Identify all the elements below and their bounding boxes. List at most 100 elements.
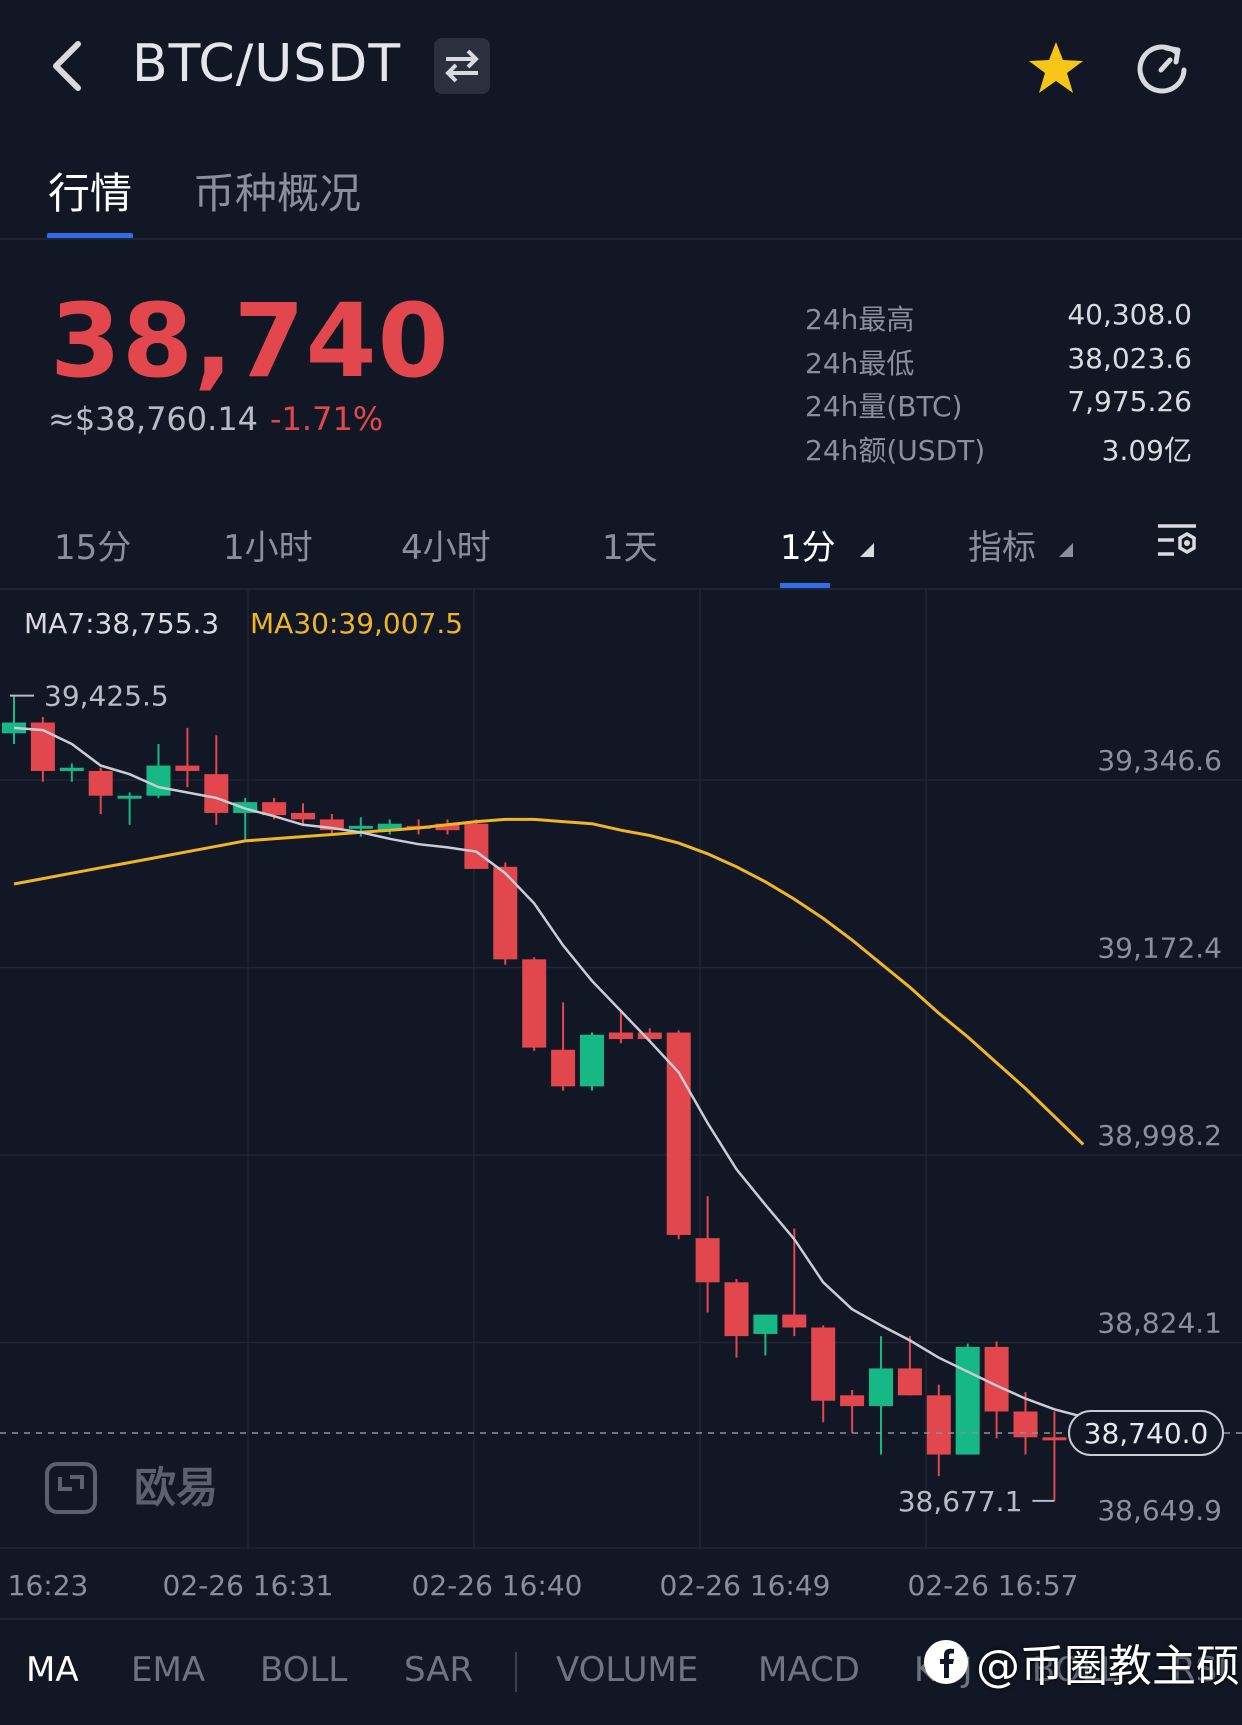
indicator-ma[interactable]: MA <box>26 1650 79 1690</box>
indicator-dropdown-label: 指标 <box>968 528 1036 568</box>
swap-pair-button[interactable] <box>434 38 490 94</box>
swap-arrows-icon <box>445 49 479 83</box>
candle <box>955 1343 980 1455</box>
candle-body <box>435 823 460 831</box>
candle <box>59 763 84 782</box>
candles <box>2 695 1096 1501</box>
y-tick-label: 39,346.6 <box>1097 744 1222 777</box>
candle-body <box>551 1049 576 1087</box>
candle-body <box>926 1395 951 1455</box>
high-marker-label: 39,425.5 <box>44 680 169 713</box>
indicator-ema[interactable]: EMA <box>131 1650 206 1690</box>
candle-body <box>840 1395 865 1407</box>
interval-1h[interactable]: 1小时 <box>223 528 313 568</box>
refresh-icon[interactable] <box>1132 38 1192 98</box>
candle <box>291 803 315 825</box>
candle <box>608 1011 633 1044</box>
candle <box>117 792 142 825</box>
candle <box>782 1228 807 1337</box>
x-tick-label: 02-26 16:31 <box>163 1569 334 1602</box>
candle-body <box>580 1034 604 1087</box>
interval-1m[interactable]: 1分 <box>780 520 876 569</box>
current-price-tag[interactable]: 38,740.0 <box>1068 1410 1224 1457</box>
candle-body <box>146 765 171 796</box>
usd-price: ≈$38,760.14 <box>48 400 259 438</box>
stat-turnover-label: 24h额(USDT) <box>805 434 986 467</box>
tab-coin-overview[interactable]: 币种概况 <box>193 169 362 218</box>
dropdown-triangle-icon <box>860 543 875 557</box>
indicator-boll-2[interactable]: BOLL <box>1032 1650 1120 1690</box>
candle-body <box>522 959 547 1048</box>
indicator-volume[interactable]: VOLUME <box>556 1650 699 1690</box>
divider <box>0 1618 1242 1620</box>
tab-market[interactable]: 行情 <box>48 169 133 218</box>
stat-volume-label: 24h量(BTC) <box>805 390 963 423</box>
chart-grid <box>0 590 1242 1550</box>
y-tick-label: 39,172.4 <box>1097 932 1222 965</box>
candle-body <box>695 1238 720 1283</box>
interval-1m-label: 1分 <box>780 528 836 568</box>
active-tab-indicator <box>47 233 133 239</box>
candle-body <box>782 1314 807 1328</box>
candle <box>695 1196 720 1313</box>
candle-body <box>608 1032 633 1040</box>
candle <box>840 1389 865 1434</box>
y-tick-label: 38,824.1 <box>1097 1306 1222 1339</box>
stat-high-label: 24h最高 <box>805 303 915 336</box>
divider <box>0 238 1242 240</box>
candle <box>435 819 460 835</box>
candle-body <box>464 823 489 869</box>
ma30-line <box>13 817 1085 1146</box>
y-tick-label: 38,649.9 <box>1097 1494 1222 1527</box>
candle <box>1042 1411 1067 1501</box>
candle-body <box>955 1346 980 1455</box>
exchange-logo: 欧易 <box>45 1462 218 1514</box>
candle <box>377 819 402 835</box>
change-percent: -1.71% <box>270 400 384 438</box>
candle-body <box>117 795 142 799</box>
candle <box>580 1032 604 1091</box>
candle-body <box>319 819 344 831</box>
candle <box>146 744 171 798</box>
chevron-left-icon[interactable] <box>44 38 94 94</box>
candle-body <box>291 812 315 820</box>
candle <box>926 1384 951 1477</box>
star-icon[interactable] <box>1026 38 1086 98</box>
candle-body <box>88 770 113 796</box>
candle <box>493 862 518 965</box>
candle-body <box>204 774 229 813</box>
ma7-line <box>13 726 1084 1419</box>
y-axis: 39,346.6 39,172.4 38,998.2 38,824.1 38,649.9 <box>1097 744 1222 1527</box>
dropdown-triangle-icon <box>1058 543 1073 557</box>
ma30-legend: MA30:39,007.5 <box>250 607 463 640</box>
high-marker: 39,425.5 <box>10 680 169 713</box>
x-tick-label: 02-26 16:57 <box>908 1569 1079 1602</box>
candlestick-chart[interactable]: 欧易 38,740.0 39,346.6 39,172.4 38,998.2 38,8… <box>0 590 1242 1618</box>
chart-settings-icon[interactable] <box>1156 518 1200 562</box>
indicator-macd[interactable]: MACD <box>758 1650 860 1690</box>
active-interval-indicator <box>780 583 830 588</box>
candle <box>984 1341 1009 1439</box>
candle-body <box>666 1032 691 1235</box>
candle <box>175 727 200 788</box>
interval-1d[interactable]: 1天 <box>602 528 658 568</box>
interval-4h[interactable]: 4小时 <box>401 528 491 568</box>
candle-body <box>897 1368 922 1396</box>
indicator-dropdown[interactable]: 指标 <box>968 520 1075 569</box>
facebook-icon <box>924 1640 968 1684</box>
indicator-sar[interactable]: SAR <box>404 1650 474 1690</box>
candle <box>897 1336 922 1396</box>
interval-15m[interactable]: 15分 <box>54 528 132 568</box>
candle-body <box>59 767 84 771</box>
y-tick-label: 38,998.2 <box>1097 1119 1222 1152</box>
current-price-label: 38,740.0 <box>1084 1417 1209 1450</box>
indicator-rsi[interactable]: RSI <box>1172 1650 1228 1690</box>
indicator-boll[interactable]: BOLL <box>260 1650 348 1690</box>
candle <box>869 1336 893 1455</box>
candle <box>88 767 113 815</box>
candle <box>811 1325 836 1423</box>
x-tick-label: 02-26 16:40 <box>412 1569 583 1602</box>
candle <box>753 1314 778 1356</box>
stat-low-value: 38,023.6 <box>1067 342 1192 375</box>
pair-title[interactable]: BTC/USDT <box>132 34 402 94</box>
